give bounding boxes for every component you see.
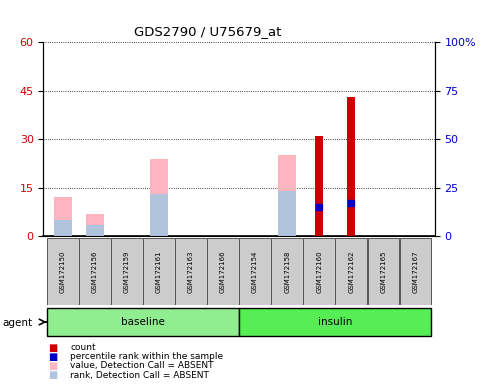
Text: ■: ■ [48,343,57,353]
Bar [336,238,367,305]
Text: count: count [70,343,96,352]
Text: value, Detection Call = ABSENT: value, Detection Call = ABSENT [70,361,213,371]
Bar [54,197,71,236]
Text: insulin: insulin [318,317,353,327]
Bar [239,238,271,305]
Text: GSM172158: GSM172158 [284,250,290,293]
Text: GSM172150: GSM172150 [60,250,66,293]
Bar [150,159,168,236]
Bar [207,238,239,305]
Bar [315,136,323,236]
Text: GSM172160: GSM172160 [316,250,322,293]
Bar [111,238,142,305]
Text: GSM172154: GSM172154 [252,250,258,293]
Bar [239,308,431,336]
Text: agent: agent [2,318,32,328]
Text: GSM172159: GSM172159 [124,250,130,293]
Bar [368,238,399,305]
Text: percentile rank within the sample: percentile rank within the sample [70,352,223,361]
Text: GSM172166: GSM172166 [220,250,226,293]
Text: GSM172156: GSM172156 [92,250,98,293]
Bar [399,238,431,305]
Text: GSM172161: GSM172161 [156,250,162,293]
Text: ■: ■ [48,352,57,362]
Bar [150,194,168,236]
Bar [175,238,207,305]
Bar [271,238,303,305]
Bar [143,238,175,305]
Bar [347,97,355,236]
Text: ■: ■ [48,370,57,380]
Text: GSM172162: GSM172162 [348,250,355,293]
Text: baseline: baseline [121,317,165,327]
Bar [79,238,111,305]
Bar [278,191,296,236]
Text: GSM172167: GSM172167 [412,250,418,293]
Bar [278,156,296,236]
Text: GSM172165: GSM172165 [381,250,386,293]
Bar [54,220,71,236]
Text: rank, Detection Call = ABSENT: rank, Detection Call = ABSENT [70,371,209,380]
Bar [86,214,103,236]
Text: ■: ■ [48,361,57,371]
Bar [47,308,239,336]
Bar [47,238,79,305]
Text: GSM172163: GSM172163 [188,250,194,293]
Bar [86,225,103,236]
Text: GDS2790 / U75679_at: GDS2790 / U75679_at [134,25,282,38]
Bar [303,238,335,305]
